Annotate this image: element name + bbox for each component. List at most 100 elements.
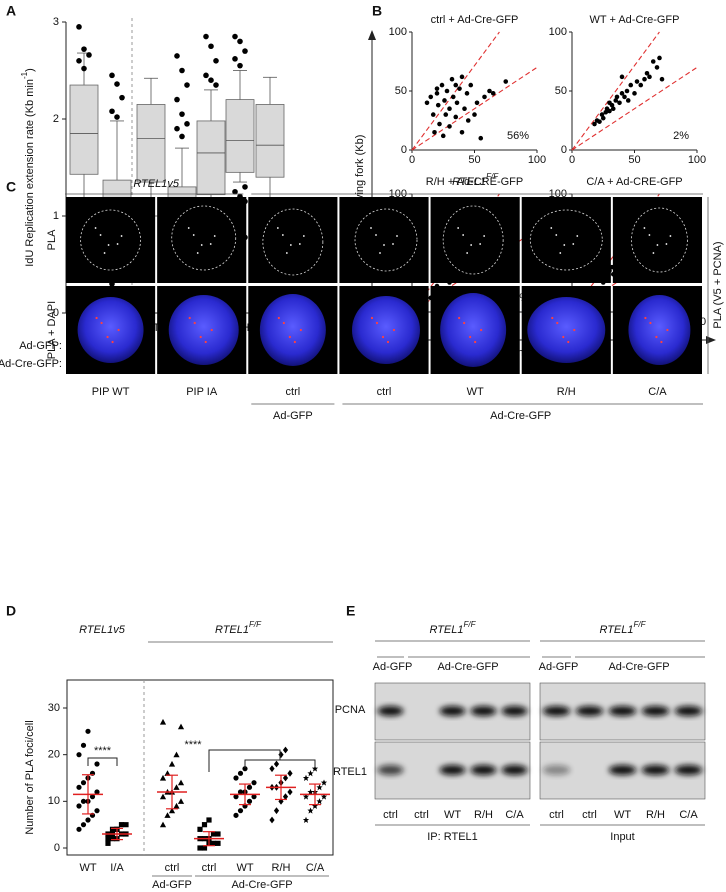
- pla-focus: [666, 328, 669, 332]
- row-label: RTEL1: [333, 766, 367, 778]
- column-label: R/H: [557, 386, 576, 398]
- nucleus-outline: [262, 208, 324, 276]
- pla-focus: [551, 316, 554, 320]
- dot: [197, 845, 203, 851]
- y-tick-label: 20: [48, 749, 60, 761]
- outlier: [114, 114, 120, 120]
- pla-focus: [656, 244, 659, 246]
- band: [501, 706, 528, 716]
- row-label: PLA: [46, 229, 58, 250]
- dot: [269, 765, 275, 773]
- pla-focus: [94, 227, 97, 229]
- y-tick-label: 10: [48, 795, 60, 807]
- group-label: RTEL1v5: [133, 178, 180, 190]
- pla-focus: [299, 328, 302, 332]
- column-label: ctrl: [286, 386, 301, 398]
- group-label-main: RTEL1: [215, 624, 249, 636]
- nucleus-outline: [442, 205, 504, 275]
- dot: [118, 822, 125, 828]
- point: [453, 82, 459, 88]
- pla-focus: [458, 316, 461, 320]
- guide-line: [411, 31, 500, 151]
- dot: [246, 798, 253, 804]
- band: [641, 706, 670, 716]
- group-label-main: RTEL1v5: [133, 178, 180, 190]
- pla-focus: [483, 235, 486, 237]
- dot: [109, 826, 116, 832]
- point: [600, 115, 606, 121]
- dot: [105, 836, 111, 842]
- pla-focus: [99, 234, 102, 236]
- outlier: [179, 67, 185, 74]
- dot: [237, 808, 244, 814]
- pla-focus: [469, 335, 472, 339]
- dot: [320, 779, 328, 786]
- dot: [233, 812, 239, 818]
- point: [428, 94, 434, 100]
- pla-focus: [281, 234, 284, 236]
- arrowhead: [368, 30, 376, 40]
- outlier: [76, 24, 82, 30]
- x-tick-label: ctrl: [202, 862, 217, 874]
- y-tick-label: 0: [561, 144, 567, 156]
- band: [377, 706, 404, 716]
- pla-focus: [111, 340, 114, 344]
- panel-label: D: [6, 603, 16, 619]
- row-label: PLA + DAPI: [46, 301, 58, 359]
- dot: [164, 770, 171, 776]
- point: [478, 135, 484, 141]
- y-tick-label: 0: [54, 842, 60, 854]
- point: [638, 82, 644, 88]
- dapi-nucleus: [77, 297, 144, 363]
- treatment-label: Ad-Cre-GFP: [231, 879, 292, 891]
- group-label-sup: F/F: [486, 172, 499, 181]
- outlier: [81, 46, 87, 52]
- point: [449, 76, 455, 82]
- outlier: [179, 133, 185, 140]
- pla-focus: [644, 316, 647, 320]
- pla-focus: [379, 252, 381, 254]
- group-label-main: RTEL1: [452, 176, 486, 188]
- row-label: PCNA: [335, 704, 366, 716]
- pla-focus: [383, 244, 385, 246]
- pla-focus: [106, 335, 109, 339]
- outlier: [203, 33, 209, 40]
- point: [482, 94, 487, 100]
- dot: [94, 761, 100, 767]
- y-tick-label: 100: [549, 26, 567, 38]
- pla-focus: [462, 234, 465, 236]
- column-label: PIP IA: [186, 386, 218, 398]
- significance: ****: [184, 739, 202, 751]
- dot: [273, 807, 280, 815]
- pla-focus: [396, 235, 398, 237]
- pla-focus: [192, 234, 195, 236]
- dot: [168, 807, 176, 814]
- point: [464, 91, 470, 96]
- point: [453, 114, 459, 120]
- pla-focus: [562, 335, 565, 339]
- pla-focus: [276, 227, 279, 229]
- dot: [307, 788, 314, 795]
- pla-focus: [288, 335, 291, 339]
- band: [641, 765, 670, 775]
- treatment-label: Ad-Cre-GFP: [437, 661, 498, 673]
- dot: [316, 798, 323, 805]
- pla-focus: [200, 244, 203, 246]
- y-tick-label: 0: [401, 144, 407, 156]
- point: [465, 118, 471, 123]
- point: [442, 98, 447, 103]
- pla-focus: [555, 234, 558, 236]
- lane-label: R/H: [646, 809, 665, 821]
- pla-focus: [298, 243, 301, 245]
- condition-label: Ad-Cre-GFP:: [0, 358, 62, 370]
- point: [440, 133, 446, 139]
- guide-line: [571, 31, 660, 151]
- dot: [177, 779, 185, 786]
- point: [457, 86, 462, 91]
- dot: [173, 751, 180, 758]
- pla-focus: [655, 335, 658, 339]
- dot: [251, 780, 257, 786]
- pla-focus: [116, 243, 119, 245]
- band: [501, 765, 528, 775]
